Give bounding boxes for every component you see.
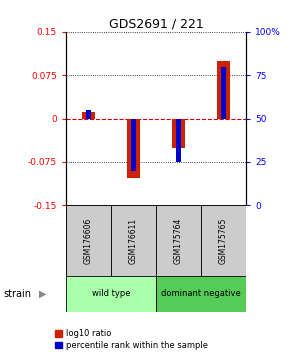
Bar	[111, 205, 156, 276]
Text: dominant negative: dominant negative	[161, 289, 241, 298]
Bar	[176, 119, 181, 162]
Bar	[127, 119, 140, 178]
Text: strain: strain	[3, 289, 31, 299]
Bar	[221, 67, 226, 119]
Bar	[172, 119, 185, 148]
Bar	[82, 112, 95, 119]
Bar	[131, 119, 136, 171]
Bar	[66, 205, 111, 276]
Title: GDS2691 / 221: GDS2691 / 221	[109, 18, 203, 31]
Text: GSM175764: GSM175764	[174, 217, 183, 264]
Bar	[201, 205, 246, 276]
Text: GSM176611: GSM176611	[129, 218, 138, 264]
Bar	[156, 276, 246, 312]
Text: wild type: wild type	[92, 289, 130, 298]
Bar	[217, 61, 230, 119]
Bar	[66, 276, 156, 312]
Bar	[156, 205, 201, 276]
Text: GSM175765: GSM175765	[219, 217, 228, 264]
Text: ▶: ▶	[39, 289, 46, 299]
Text: GSM176606: GSM176606	[84, 217, 93, 264]
Legend: log10 ratio, percentile rank within the sample: log10 ratio, percentile rank within the …	[55, 329, 208, 350]
Bar	[86, 110, 91, 119]
